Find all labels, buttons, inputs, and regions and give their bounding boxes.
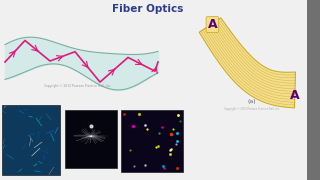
Bar [121,110,183,172]
Text: A: A [290,89,300,102]
Text: Copyright © 2013 Pearson Prentice Hall, Inc.: Copyright © 2013 Pearson Prentice Hall, … [44,84,112,88]
Bar [2,105,60,175]
Text: Copyright © 2013 Pearson Prentice Hall, Inc.: Copyright © 2013 Pearson Prentice Hall, … [224,107,280,111]
Bar [307,0,320,180]
Text: Fiber Optics: Fiber Optics [112,4,184,14]
Text: (a): (a) [248,100,256,105]
Bar [65,110,117,168]
Text: A: A [208,18,217,31]
Polygon shape [199,18,295,108]
